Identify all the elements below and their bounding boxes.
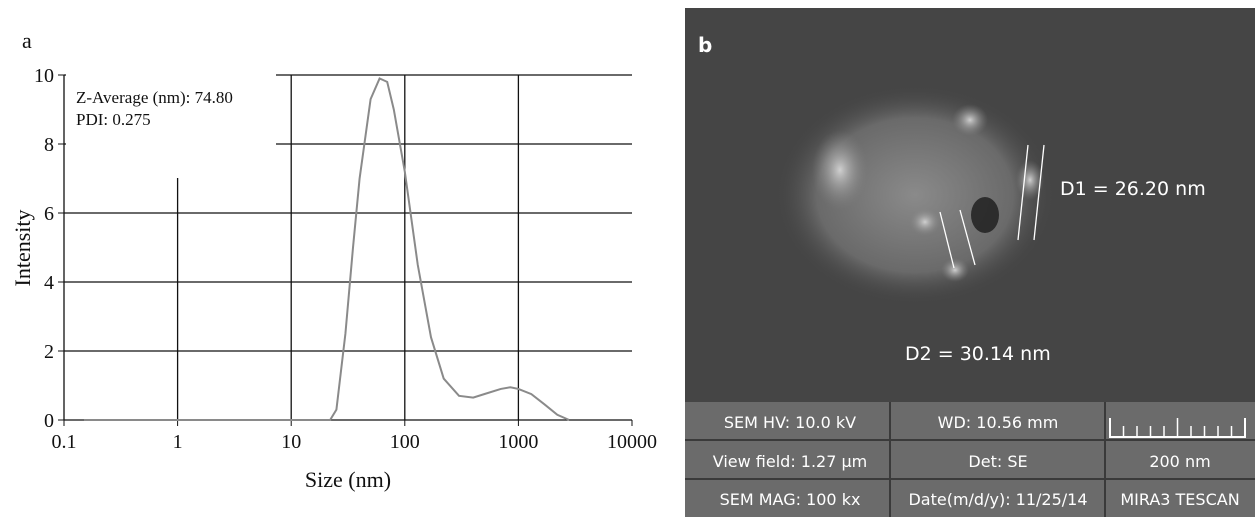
measurement: D2 = 30.14 nm (905, 343, 1051, 365)
panel-label: b (698, 33, 712, 57)
highlight (909, 208, 941, 236)
y-tick-label: 2 (44, 341, 54, 363)
info-text: MIRA3 TESCAN (1120, 490, 1239, 509)
info-text: SEM HV: 10.0 kV (724, 413, 856, 432)
info-text: Det: SE (968, 452, 1027, 471)
info-text: Date(m/d/y): 11/25/14 (908, 490, 1087, 509)
x-axis-title: Size (nm) (305, 467, 391, 492)
shadow (971, 197, 999, 233)
x-tick-label: 0.1 (52, 431, 77, 453)
info-bar (685, 402, 1255, 517)
y-tick-label: 4 (44, 272, 54, 294)
highlight (941, 258, 969, 282)
x-tick-label: 100 (390, 431, 420, 453)
info-text: SEM MAG: 100 kx (720, 490, 861, 509)
particle (775, 85, 1055, 305)
y-tick-label: 6 (44, 203, 54, 225)
annotation: Z-Average (nm): 74.80 (76, 88, 233, 107)
highlight (952, 104, 988, 136)
info-text: View field: 1.27 µm (713, 452, 868, 471)
x-tick-label: 1 (173, 431, 183, 453)
chart-panel: a Size (nm) Intensity Z-Average (nm): 74… (10, 28, 657, 492)
panel-label: a (22, 28, 32, 53)
info-text: WD: 10.56 mm (938, 413, 1059, 432)
measure-lines (939, 144, 1045, 269)
y-tick-label: 10 (34, 65, 54, 87)
y-tick-label: 8 (44, 134, 54, 156)
info-grid (685, 402, 1255, 517)
highlight (812, 130, 868, 210)
y-tick-label: 0 (44, 410, 54, 432)
x-tick-label: 10000 (607, 431, 657, 453)
annotation-box (66, 63, 276, 178)
x-tick-label: 10 (281, 431, 301, 453)
size-distribution (84, 77, 570, 421)
x-tick-label: 1000 (498, 431, 538, 453)
info-text: 200 nm (1149, 452, 1210, 471)
y-axis-title: Intensity (10, 210, 35, 287)
sem-panel: b D1 = 26.20 nm D2 = 30.14 nm SEM HV: 10… (685, 8, 1255, 517)
annotation: PDI: 0.275 (76, 110, 151, 129)
measurement: D1 = 26.20 nm (1060, 178, 1206, 200)
